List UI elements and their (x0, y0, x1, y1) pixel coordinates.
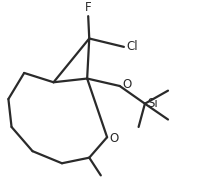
Text: F: F (85, 1, 92, 14)
Text: O: O (122, 78, 132, 91)
Text: Si: Si (147, 97, 158, 110)
Text: O: O (109, 132, 118, 145)
Text: Cl: Cl (126, 40, 138, 53)
